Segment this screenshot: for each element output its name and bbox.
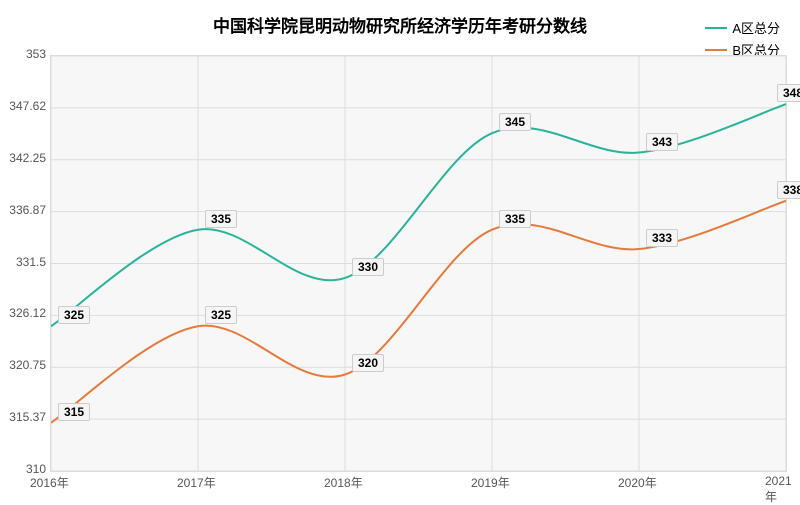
- data-label: 335: [499, 210, 531, 228]
- chart-container: 中国科学院昆明动物研究所经济学历年考研分数线 A区总分 B区总分 3253353…: [0, 0, 800, 500]
- x-tick-label: 2017年: [177, 474, 216, 491]
- x-tick-label: 2020年: [618, 474, 657, 491]
- plot-area: [50, 55, 787, 472]
- y-tick-label: 331.5: [16, 255, 46, 269]
- x-tick-label: 2016年: [30, 474, 69, 491]
- data-label: 345: [499, 113, 531, 131]
- x-tick-label: 2019年: [471, 474, 510, 491]
- legend-swatch-a: [705, 27, 727, 29]
- x-tick-label: 2018年: [324, 474, 363, 491]
- x-tick-label: 2021年: [765, 474, 800, 505]
- data-label: 330: [352, 258, 384, 276]
- data-label: 343: [646, 133, 678, 151]
- legend-swatch-b: [705, 49, 727, 51]
- plot-svg: [51, 56, 786, 471]
- data-label: 325: [205, 306, 237, 324]
- data-label: 320: [352, 354, 384, 372]
- data-label: 333: [646, 229, 678, 247]
- y-tick-label: 353: [26, 47, 46, 61]
- y-tick-label: 320.75: [9, 358, 46, 372]
- legend-label-a: A区总分: [732, 18, 780, 37]
- data-label: 325: [58, 306, 90, 324]
- y-tick-label: 342.25: [9, 151, 46, 165]
- legend-item-a: A区总分: [705, 18, 780, 37]
- data-label: 335: [205, 210, 237, 228]
- data-label: 338: [777, 181, 800, 199]
- y-tick-label: 326.12: [9, 306, 46, 320]
- data-label: 348: [777, 84, 800, 102]
- y-tick-label: 336.87: [9, 203, 46, 217]
- data-label: 315: [58, 403, 90, 421]
- y-tick-label: 315.37: [9, 410, 46, 424]
- chart-title: 中国科学院昆明动物研究所经济学历年考研分数线: [0, 12, 800, 37]
- y-tick-label: 347.62: [9, 99, 46, 113]
